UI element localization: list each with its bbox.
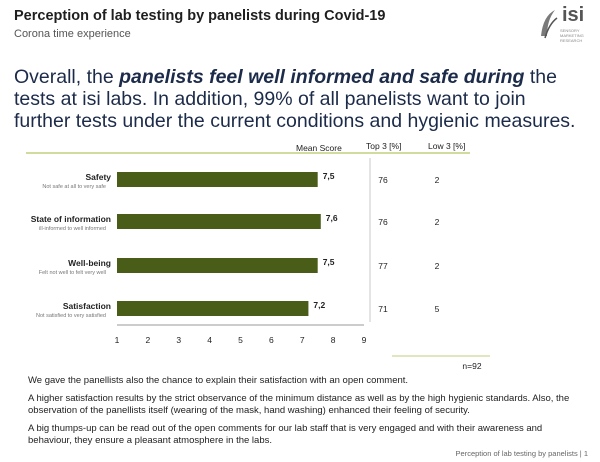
category-label: Well-being bbox=[68, 258, 111, 268]
x-tick-label: 4 bbox=[207, 335, 212, 345]
x-tick-label: 8 bbox=[331, 335, 336, 345]
x-tick-label: 5 bbox=[238, 335, 243, 345]
page-subtitle: Corona time experience bbox=[14, 28, 131, 40]
low3-value: 2 bbox=[435, 175, 440, 185]
top3-value: 77 bbox=[378, 261, 388, 271]
top3-value: 76 bbox=[378, 175, 388, 185]
low3-value: 2 bbox=[435, 261, 440, 271]
x-tick-label: 7 bbox=[300, 335, 305, 345]
headline: Overall, the panelists feel well informe… bbox=[14, 66, 586, 132]
logo-text: isi bbox=[562, 4, 585, 26]
scale-label: Not satisfied to very satisfied bbox=[36, 313, 106, 319]
category-label: Safety bbox=[85, 172, 111, 182]
isi-logo bbox=[535, 6, 590, 46]
bar bbox=[117, 258, 318, 273]
scale-label: ill-informed to well informed bbox=[39, 226, 106, 232]
logo-mark-icon bbox=[541, 10, 558, 39]
body-paragraph-1: We gave the panellists also the chance t… bbox=[28, 375, 409, 386]
category-label: State of information bbox=[31, 214, 111, 224]
x-tick-label: 3 bbox=[176, 335, 181, 345]
low3-value: 2 bbox=[435, 217, 440, 227]
x-tick-label: 9 bbox=[362, 335, 367, 345]
bar bbox=[117, 301, 309, 316]
headline-part1: Overall, the bbox=[14, 66, 120, 88]
bar bbox=[117, 172, 318, 187]
scale-label: Felt not well to felt very well bbox=[39, 270, 106, 276]
value-label: 7,2 bbox=[313, 300, 325, 310]
page-footer: Perception of lab testing by panelists |… bbox=[455, 449, 588, 458]
category-label: Satisfaction bbox=[63, 301, 111, 311]
page-title: Perception of lab testing by panelists d… bbox=[14, 8, 386, 24]
headline-emphasis: panelists feel well informed and safe du… bbox=[119, 66, 525, 88]
scale-label: Not safe at all to very safe bbox=[42, 184, 106, 190]
x-tick-label: 2 bbox=[146, 335, 151, 345]
x-tick-label: 6 bbox=[269, 335, 274, 345]
body-text: We gave the panellists also the chance t… bbox=[28, 375, 588, 453]
mean-score-header: Mean Score bbox=[296, 143, 342, 153]
value-label: 7,5 bbox=[323, 257, 335, 267]
headline-part2: the tests at isi labs. In addition, 99% … bbox=[14, 66, 576, 132]
value-label: 7,6 bbox=[326, 213, 338, 223]
x-tick-label: 1 bbox=[115, 335, 120, 345]
low3-header: Low 3 [%] bbox=[428, 141, 466, 151]
logo-tagline: SENSORY MARKETING RESEARCH bbox=[560, 28, 584, 43]
value-label: 7,5 bbox=[323, 171, 335, 181]
top3-value: 71 bbox=[378, 304, 388, 314]
top3-value: 76 bbox=[378, 217, 388, 227]
body-paragraph-2: A higher satisfaction results by the str… bbox=[28, 393, 570, 416]
low3-value: 5 bbox=[435, 304, 440, 314]
sample-size-label: n=92 bbox=[462, 361, 481, 371]
body-paragraph-3: A big thumps-up can be read out of the o… bbox=[28, 423, 543, 446]
bar bbox=[117, 214, 321, 229]
top3-header: Top 3 [%] bbox=[366, 141, 402, 151]
